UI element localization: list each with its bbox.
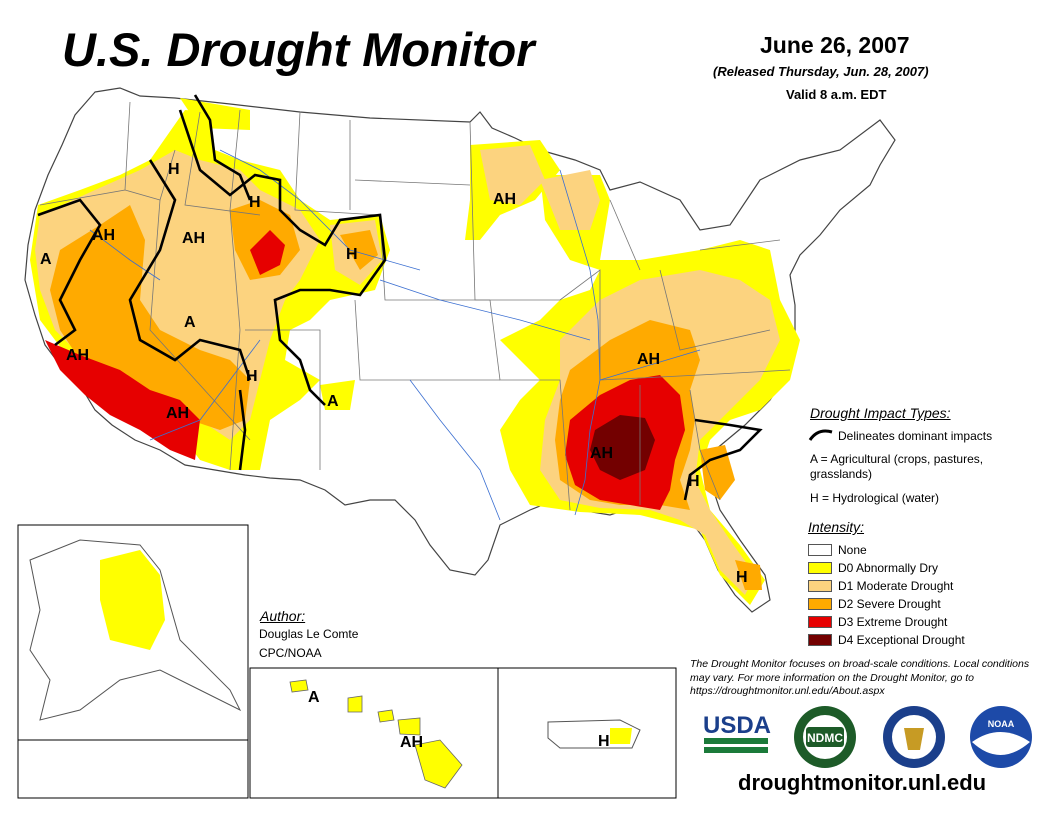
label-ah: AH	[166, 405, 189, 422]
noaa-logo: NOAA	[970, 706, 1032, 768]
impact-line-sample	[808, 429, 833, 441]
hydrological-label: H = Hydrological (water)	[810, 491, 940, 505]
legend-item-d2: D2 Severe Drought	[808, 595, 965, 613]
intensity-legend-heading: Intensity:	[808, 519, 865, 535]
alaska-d0	[100, 550, 165, 650]
state-borders	[39, 101, 791, 511]
swatch	[808, 544, 832, 556]
swatch	[808, 598, 832, 610]
swatch	[808, 616, 832, 628]
rivers	[89, 149, 701, 521]
hawaii-islands	[289, 679, 463, 789]
map-date: June 26, 2007	[760, 32, 910, 58]
label-ah: AH	[400, 734, 423, 751]
label-ah: AH	[637, 351, 660, 368]
label-h: H	[598, 733, 610, 750]
label-a: A	[40, 251, 52, 268]
disclaimer-note: The Drought Monitor focuses on broad-sca…	[690, 658, 1030, 697]
legend-item-d4: D4 Exceptional Drought	[808, 631, 965, 649]
author-org: CPC/NOAA	[259, 646, 322, 660]
author-heading: Author:	[260, 608, 306, 624]
label-h: H	[249, 194, 261, 211]
swatch	[808, 580, 832, 592]
usda-text: USDA	[703, 712, 771, 739]
legend-item-d0: D0 Abnormally Dry	[808, 559, 965, 577]
label-ah: AH	[493, 191, 516, 208]
d4-areas	[590, 415, 655, 480]
site-url[interactable]: droughtmonitor.unl.edu	[738, 770, 987, 795]
impact-legend-heading: Drought Impact Types:	[810, 405, 951, 421]
agricultural-label: A = Agricultural (crops, pastures, grass…	[810, 452, 984, 481]
hawaii-inset	[249, 667, 499, 799]
map-title: U.S. Drought Monitor	[62, 23, 535, 76]
swatch	[808, 634, 832, 646]
label-ah: AH	[182, 230, 205, 247]
legend-item-none: None	[808, 541, 965, 559]
puerto-rico-d0	[610, 728, 632, 744]
release-date: (Released Thursday, Jun. 28, 2007)	[713, 64, 929, 79]
author-name: Douglas Le Comte	[259, 627, 359, 641]
label-h: H	[246, 368, 258, 385]
legend-item-d1: D1 Moderate Drought	[808, 577, 965, 595]
intensity-legend: None D0 Abnormally Dry D1 Moderate Droug…	[808, 541, 965, 649]
label-ah: AH	[92, 227, 115, 244]
legend-item-d3: D3 Extreme Drought	[808, 613, 965, 631]
label-h: H	[688, 473, 700, 490]
impact-line-label: Delineates dominant impacts	[838, 429, 993, 443]
impact-lines	[37, 94, 763, 501]
commerce-seal-logo	[883, 706, 945, 768]
ndmc-text: NDMC	[807, 731, 843, 745]
label-h: H	[736, 569, 748, 586]
label-h: H	[346, 246, 358, 263]
swatch	[808, 562, 832, 574]
ndmc-logo: NDMC	[794, 706, 856, 768]
label-ah: AH	[66, 347, 89, 364]
valid-time: Valid 8 a.m. EDT	[786, 87, 887, 102]
label-a: A	[327, 393, 339, 410]
usda-logo: USDA	[703, 712, 771, 753]
label-ah: AH	[590, 445, 613, 462]
label-a: A	[184, 314, 196, 331]
noaa-text: NOAA	[988, 719, 1015, 729]
label-h: H	[168, 161, 180, 178]
label-a: A	[308, 689, 320, 706]
